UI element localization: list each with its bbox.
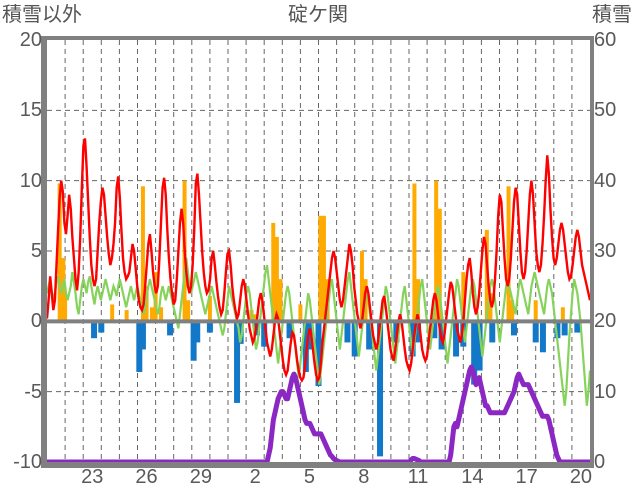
precipitation-bar [506,186,511,322]
y-tick-right: 20 [594,310,617,333]
precipitation-bar [318,215,323,322]
precipitation-bar [253,314,258,322]
x-tick-label: 23 [81,466,104,488]
y-tick-left: 0 [30,310,42,333]
negative-bar [561,321,568,336]
precipitation-bar [412,183,417,322]
x-tick-label: 5 [303,466,315,488]
negative-bar [574,321,581,333]
negative-bar [98,321,105,333]
negative-bar [539,321,546,353]
y-tick-left: 5 [30,240,42,262]
y-tick-right: 60 [594,29,617,51]
negative-bar [237,321,244,344]
negative-bar [234,321,241,403]
precipitation-bar [461,272,466,322]
left-axis-title: 積雪以外 [2,4,82,26]
negative-bar [554,321,561,339]
precipitation-bar [207,296,212,322]
y-tick-left: 20 [19,29,42,51]
negative-bar [286,321,293,339]
precipitation-bar [63,293,68,322]
y-tick-right: 0 [594,451,606,473]
temperature-line [47,138,590,384]
x-tick-label: 29 [189,466,212,488]
negative-bar [136,321,143,372]
negative-bar [476,321,483,371]
chart-title: 碇ケ関 [288,4,348,26]
negative-bar [351,321,358,357]
plot-area [47,40,590,462]
negative-bar [194,321,201,343]
precipitation-bar [359,251,364,322]
y-tick-left: -10 [13,451,42,473]
precipitation-bar [110,304,115,322]
negative-bar [306,321,313,350]
precipitation-bar [153,272,158,322]
y-tick-right: 10 [594,380,617,403]
x-tick-label: 11 [407,466,429,488]
negative-bar [409,321,416,357]
precipitation-bar [533,300,538,322]
plot-svg [47,40,590,462]
negative-bar [139,321,146,350]
y-tick-left: -5 [24,380,42,403]
precipitation-bar [488,293,493,322]
y-tick-right: 50 [594,99,617,122]
precipitation-bar [437,208,442,322]
precipitation-bar [298,304,303,322]
precipitation-bar [274,236,279,322]
x-tick-label: 14 [461,466,484,488]
negative-bar [415,321,422,343]
x-tick-label: 17 [515,466,538,488]
precipitation-bar [149,307,154,322]
negative-bar [453,321,460,357]
negative-bar [344,321,351,343]
precipitation-bar [140,186,145,322]
precipitation-bar [186,300,191,322]
x-tick-label: 20 [569,466,593,488]
negative-bar [471,321,478,385]
negative-bar [431,321,438,339]
y-tick-right: 40 [594,169,617,192]
precipitation-bar [278,279,283,322]
negative-bar [510,321,517,336]
snow-depth-line [47,364,590,462]
negative-bar [206,321,213,333]
negative-bar [366,321,373,350]
precipitation-bar [271,222,276,322]
y-tick-left: 10 [19,169,42,192]
precipitation-bar [510,300,515,322]
negative-bar [190,321,197,361]
precipitation-bar [57,183,62,322]
negative-bar [532,321,539,343]
negative-bar [377,321,384,457]
negative-bar [489,321,496,343]
negative-bar [91,321,98,339]
y-tick-right: 30 [594,240,617,262]
precipitation-bar [61,258,66,322]
negative-bar [315,321,322,387]
precipitation-bar [560,307,565,322]
precipitation-bar [434,180,439,322]
y-tick-left: 15 [19,99,42,122]
x-tick-label: 8 [358,466,370,488]
x-tick-label: 26 [135,466,158,488]
x-tick-label: 2 [249,466,261,488]
precipitation-bar [321,215,326,322]
negative-bar [167,321,174,336]
right-axis-title: 積雪 [592,4,632,26]
precipitation-bar [124,310,129,322]
negative-bar [261,321,268,347]
precipitation-bar [159,307,164,322]
